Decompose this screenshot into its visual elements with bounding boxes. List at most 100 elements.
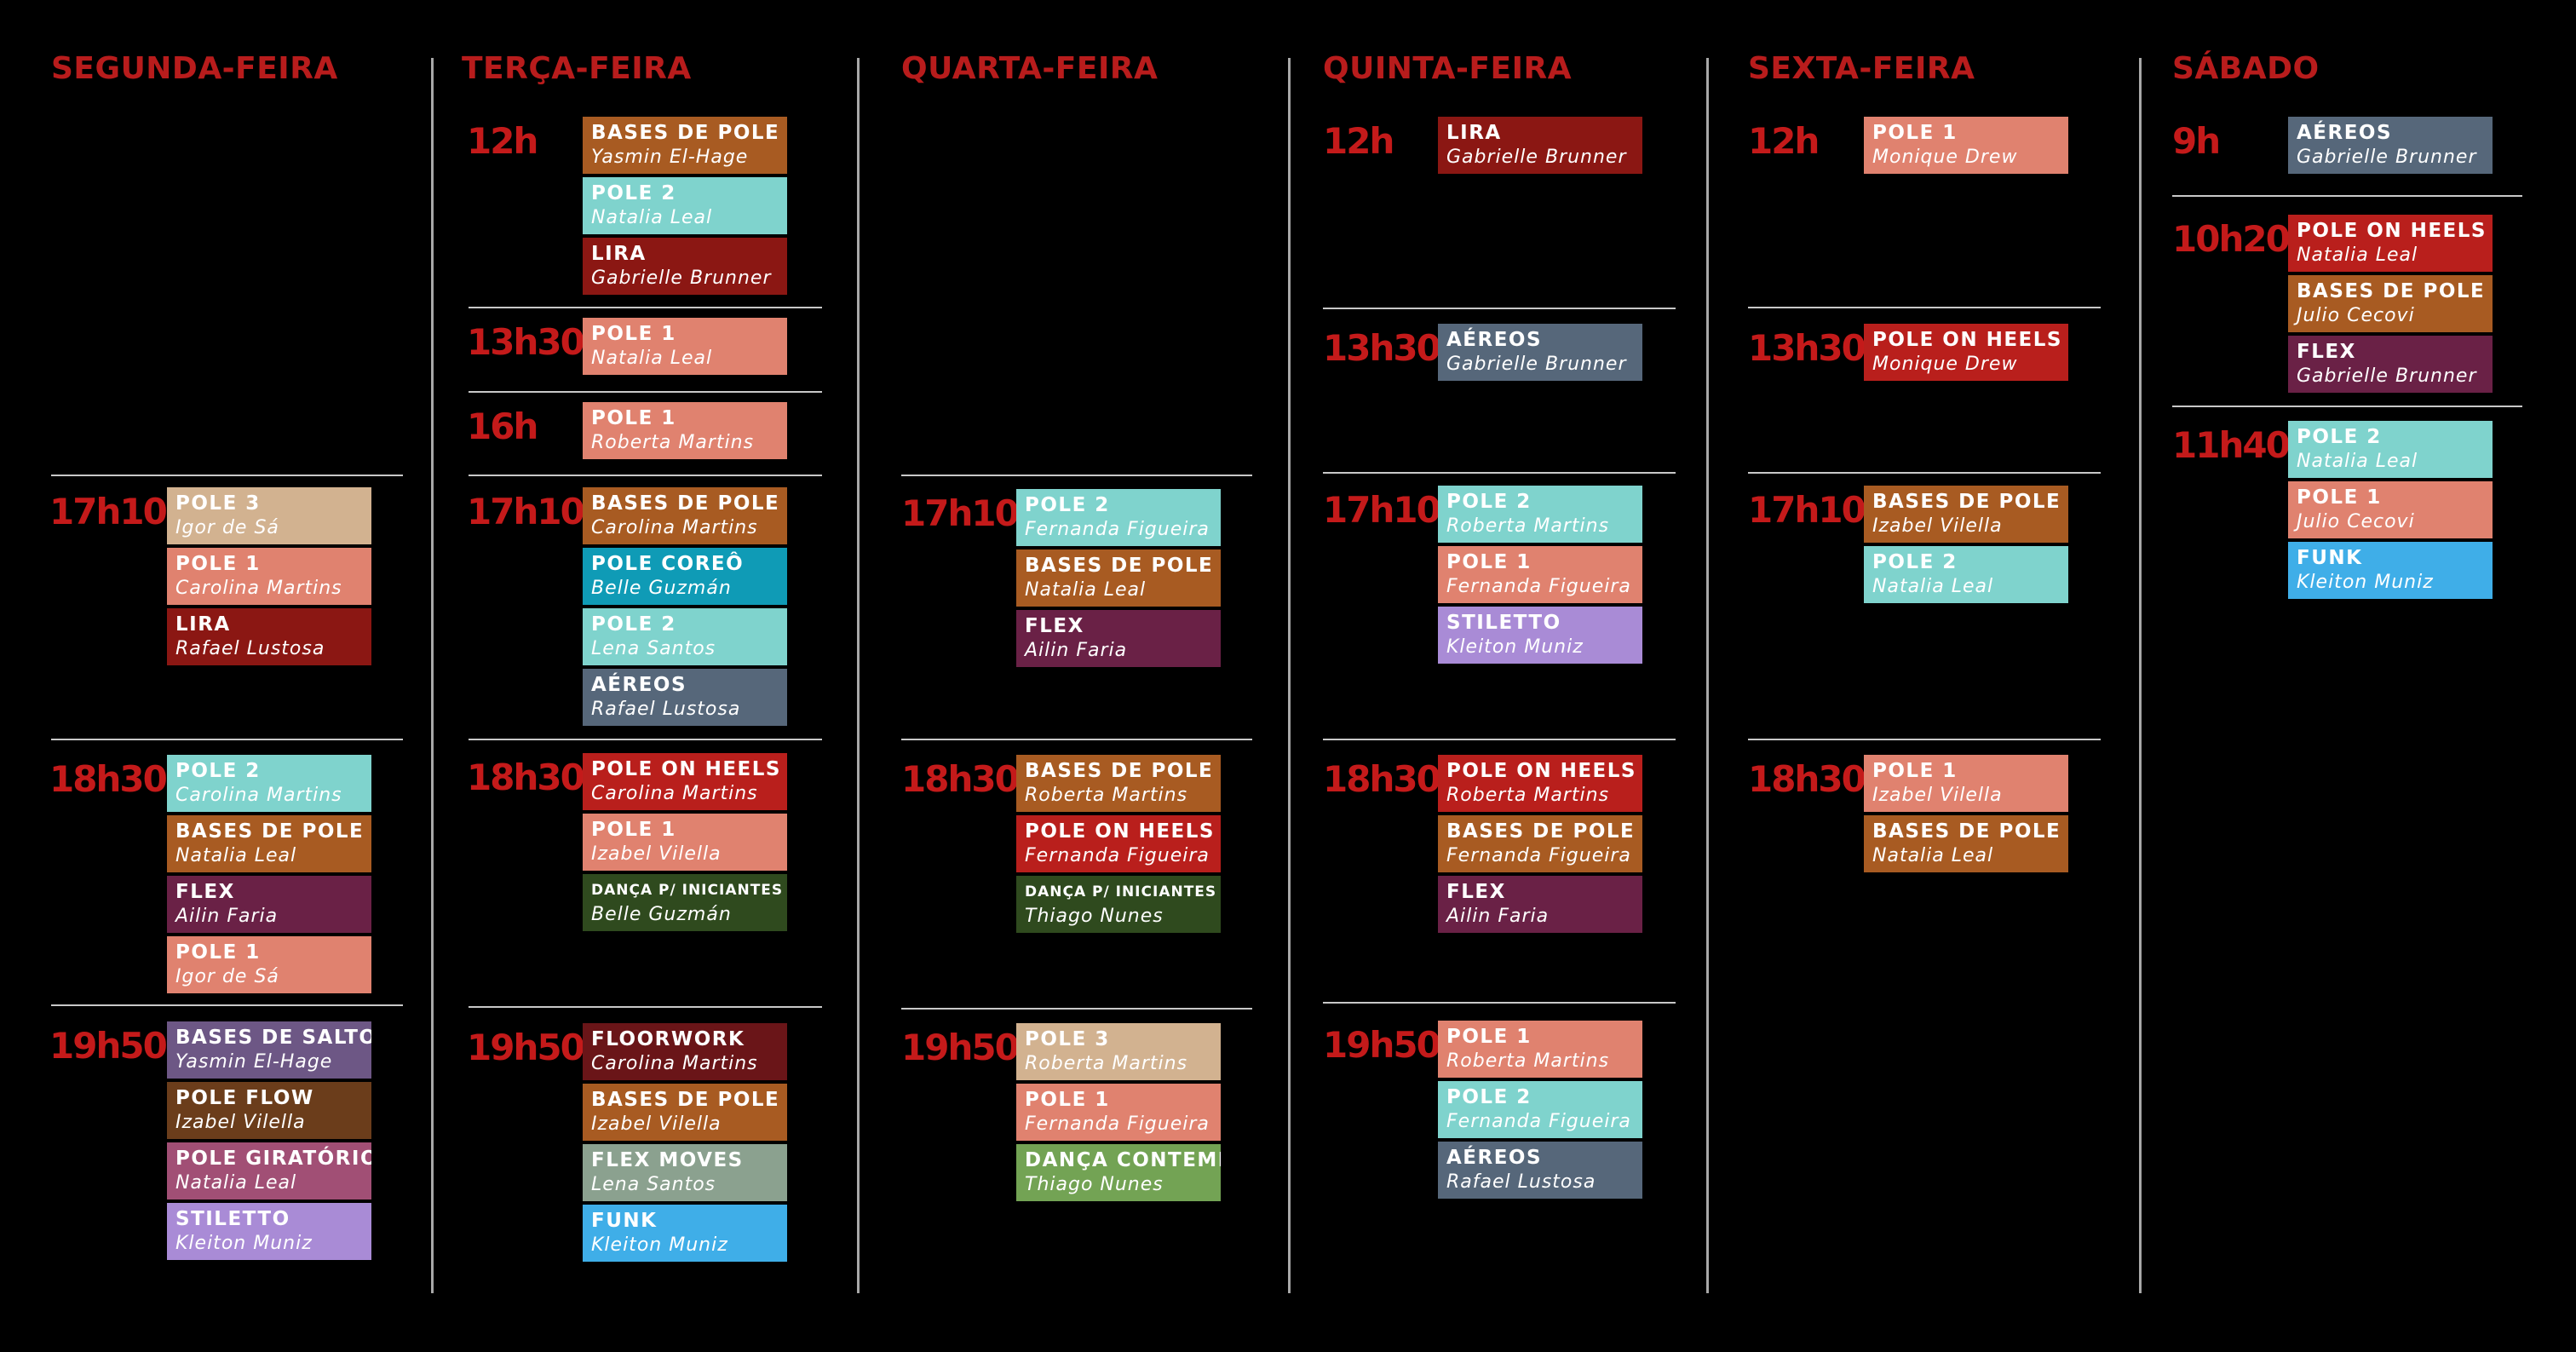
class-card[interactable]: BASES DE POLE Izabel Vilella bbox=[583, 1084, 787, 1141]
instructor-name: Izabel Vilella bbox=[1872, 515, 2003, 537]
slot-divider bbox=[901, 475, 1252, 476]
class-card[interactable]: FUNK Kleiton Muniz bbox=[583, 1205, 787, 1262]
instructor-name: Izabel Vilella bbox=[175, 1112, 306, 1133]
column-divider bbox=[1706, 58, 1709, 1293]
class-card[interactable]: BASES DE POLE Julio Cecovi bbox=[2288, 275, 2493, 332]
class-card[interactable]: POLE ON HEELS Monique Drew bbox=[1864, 324, 2068, 381]
class-card[interactable]: POLE 1 Izabel Vilella bbox=[1864, 755, 2068, 812]
class-card[interactable]: AÉREOS Rafael Lustosa bbox=[1438, 1142, 1642, 1199]
slot-divider bbox=[51, 475, 403, 476]
time-slot-label: 17h10 bbox=[901, 492, 1020, 534]
instructor-name: Julio Cecovi bbox=[2297, 305, 2415, 326]
class-card[interactable]: POLE 2 Natalia Leal bbox=[1864, 546, 2068, 603]
class-name: POLE ON HEELS bbox=[1025, 820, 1215, 843]
time-slot-label: 17h10 bbox=[467, 491, 585, 532]
class-card[interactable]: BASES DE POLE Carolina Martins bbox=[583, 487, 787, 544]
class-card[interactable]: POLE 1 Julio Cecovi bbox=[2288, 481, 2493, 538]
instructor-name: Izabel Vilella bbox=[591, 843, 722, 865]
instructor-name: Natalia Leal bbox=[2297, 451, 2418, 472]
class-card[interactable]: POLE FLOW Izabel Vilella bbox=[167, 1082, 371, 1139]
class-card[interactable]: AÉREOS Gabrielle Brunner bbox=[1438, 324, 1642, 381]
class-card[interactable]: POLE ON HEELS Natalia Leal bbox=[2288, 215, 2493, 272]
class-card[interactable]: STILETTO Kleiton Muniz bbox=[1438, 607, 1642, 664]
class-card[interactable]: POLE 2 Natalia Leal bbox=[583, 177, 787, 234]
class-name: POLE 3 bbox=[175, 492, 261, 515]
slot-divider bbox=[901, 739, 1252, 740]
class-card[interactable]: FLEX Ailin Faria bbox=[1438, 876, 1642, 933]
class-card[interactable]: POLE 2 Fernanda Figueira bbox=[1016, 489, 1221, 546]
class-card[interactable]: POLE 1 Fernanda Figueira bbox=[1016, 1084, 1221, 1141]
class-card[interactable]: FLEX Ailin Faria bbox=[1016, 610, 1221, 667]
time-slot-label: 12h bbox=[467, 120, 538, 162]
class-card[interactable]: LIRA Gabrielle Brunner bbox=[1438, 117, 1642, 174]
class-card[interactable]: BASES DE POLE Roberta Martins bbox=[1016, 755, 1221, 812]
class-name: POLE ON HEELS bbox=[591, 758, 781, 780]
instructor-name: Gabrielle Brunner bbox=[1446, 147, 1627, 168]
class-card[interactable]: DANÇA P/ INICIANTES Thiago Nunes bbox=[1016, 876, 1221, 933]
class-card[interactable]: BASES DE POLE Natalia Leal bbox=[1016, 549, 1221, 607]
slot-divider bbox=[469, 391, 822, 393]
class-card[interactable]: POLE 3 Igor de Sá bbox=[167, 487, 371, 544]
class-card[interactable]: BASES DE POLE Fernanda Figueira bbox=[1438, 815, 1642, 872]
instructor-name: Fernanda Figueira bbox=[1025, 845, 1210, 866]
class-card[interactable]: POLE COREÔ Belle Guzmán bbox=[583, 548, 787, 605]
class-card[interactable]: POLE 2 Lena Santos bbox=[583, 608, 787, 665]
class-card[interactable]: BASES DE POLE Yasmin El-Hage bbox=[583, 117, 787, 174]
class-card[interactable]: LIRA Rafael Lustosa bbox=[167, 608, 371, 665]
class-card[interactable]: POLE 1 Igor de Sá bbox=[167, 936, 371, 993]
class-card[interactable]: POLE ON HEELS Roberta Martins bbox=[1438, 755, 1642, 812]
class-card[interactable]: POLE 1 Izabel Vilella bbox=[583, 814, 787, 871]
class-card[interactable]: LIRA Gabrielle Brunner bbox=[583, 238, 787, 295]
class-name: POLE ON HEELS bbox=[2297, 220, 2487, 242]
class-card[interactable]: POLE ON HEELS Fernanda Figueira bbox=[1016, 815, 1221, 872]
time-slot-label: 17h10 bbox=[1323, 489, 1441, 531]
class-name: FUNK bbox=[591, 1210, 658, 1232]
class-card[interactable]: FLEX Ailin Faria bbox=[167, 876, 371, 933]
class-card[interactable]: STILETTO Kleiton Muniz bbox=[167, 1203, 371, 1260]
class-card[interactable]: POLE 1 Roberta Martins bbox=[583, 402, 787, 459]
class-card[interactable]: POLE 1 Natalia Leal bbox=[583, 318, 787, 375]
class-name: LIRA bbox=[175, 613, 231, 636]
class-name: POLE 1 bbox=[1872, 760, 1958, 782]
class-card[interactable]: POLE 2 Fernanda Figueira bbox=[1438, 1081, 1642, 1138]
class-card[interactable]: POLE 1 Roberta Martins bbox=[1438, 1021, 1642, 1078]
class-name: POLE 1 bbox=[2297, 486, 2382, 509]
class-card[interactable]: POLE 2 Roberta Martins bbox=[1438, 486, 1642, 543]
class-name: POLE 1 bbox=[175, 553, 261, 575]
class-name: FLOORWORK bbox=[591, 1028, 745, 1050]
class-card[interactable]: POLE GIRATÓRIO Natalia Leal bbox=[167, 1142, 371, 1200]
class-card[interactable]: BASES DE SALTO Yasmin El-Hage bbox=[167, 1021, 371, 1079]
class-card[interactable]: POLE 1 Carolina Martins bbox=[167, 548, 371, 605]
class-card[interactable]: FUNK Kleiton Muniz bbox=[2288, 542, 2493, 599]
class-card[interactable]: POLE 1 Monique Drew bbox=[1864, 117, 2068, 174]
class-card[interactable]: POLE 2 Natalia Leal bbox=[2288, 421, 2493, 478]
instructor-name: Natalia Leal bbox=[591, 348, 713, 369]
class-name: BASES DE POLE bbox=[591, 492, 780, 515]
time-slot-label: 18h30 bbox=[467, 757, 585, 798]
instructor-name: Natalia Leal bbox=[591, 207, 713, 228]
instructor-name: Kleiton Muniz bbox=[591, 1234, 728, 1256]
class-card[interactable]: FLOORWORK Carolina Martins bbox=[583, 1023, 787, 1080]
class-name: POLE 1 bbox=[1025, 1089, 1110, 1111]
class-card[interactable]: AÉREOS Rafael Lustosa bbox=[583, 669, 787, 726]
class-card[interactable]: BASES DE POLE Izabel Vilella bbox=[1864, 486, 2068, 543]
class-card[interactable]: DANÇA P/ INICIANTES Belle Guzmán bbox=[583, 874, 787, 931]
instructor-name: Kleiton Muniz bbox=[175, 1233, 313, 1254]
instructor-name: Igor de Sá bbox=[175, 517, 279, 538]
instructor-name: Carolina Martins bbox=[591, 783, 758, 804]
class-card[interactable]: BASES DE POLE Natalia Leal bbox=[167, 815, 371, 872]
day-title: QUARTA-FEIRA bbox=[901, 51, 1159, 86]
class-card[interactable]: BASES DE POLE Natalia Leal bbox=[1864, 815, 2068, 872]
class-card[interactable]: POLE ON HEELS Carolina Martins bbox=[583, 753, 787, 810]
class-card[interactable]: AÉREOS Gabrielle Brunner bbox=[2288, 117, 2493, 174]
instructor-name: Fernanda Figueira bbox=[1446, 845, 1631, 866]
class-card[interactable]: POLE 1 Fernanda Figueira bbox=[1438, 546, 1642, 603]
class-card[interactable]: FLEX MOVES Lena Santos bbox=[583, 1144, 787, 1201]
instructor-name: Roberta Martins bbox=[1446, 785, 1610, 806]
class-card[interactable]: FLEX Gabrielle Brunner bbox=[2288, 336, 2493, 393]
class-card[interactable]: POLE 3 Roberta Martins bbox=[1016, 1023, 1221, 1080]
slot-divider bbox=[2172, 406, 2522, 407]
class-card[interactable]: DANÇA CONTEMP. Thiago Nunes bbox=[1016, 1144, 1221, 1201]
class-name: POLE 1 bbox=[591, 407, 676, 429]
class-card[interactable]: POLE 2 Carolina Martins bbox=[167, 755, 371, 812]
